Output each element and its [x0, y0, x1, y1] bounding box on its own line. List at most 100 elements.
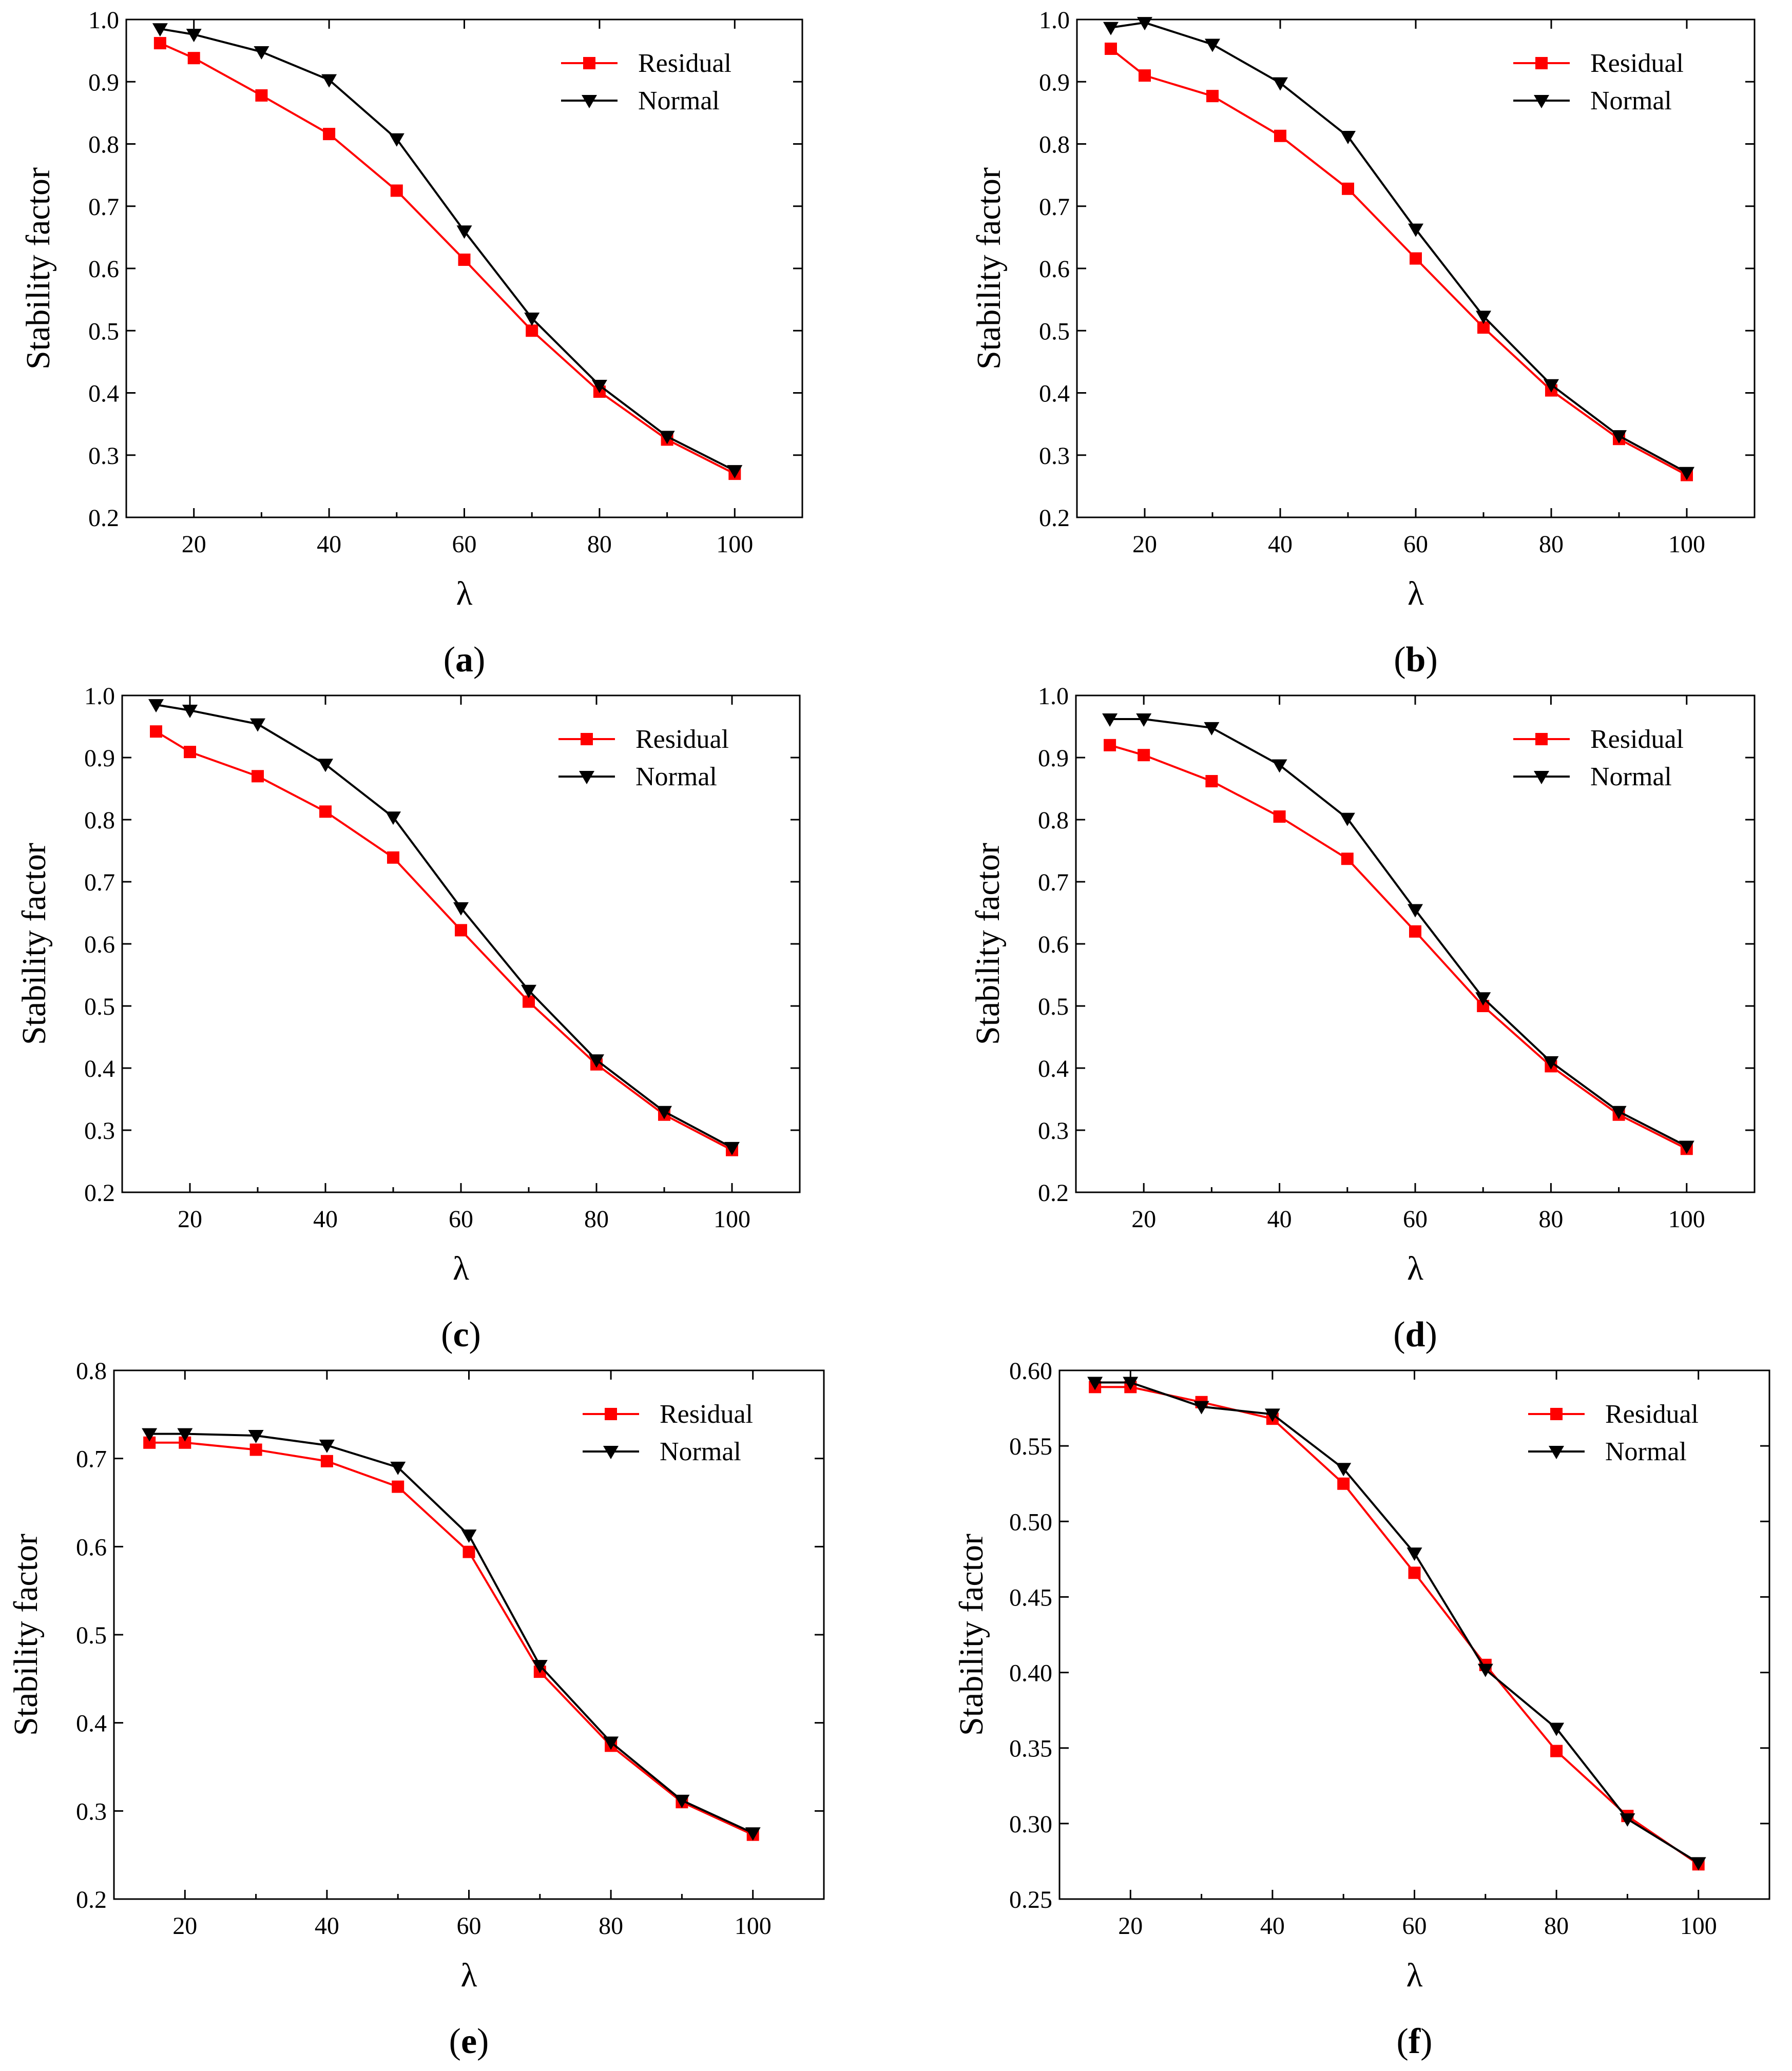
legend-entry-residual: Residual [1513, 725, 1684, 754]
data-point-normal [1611, 1106, 1627, 1119]
y-tick-label: 0.7 [84, 869, 115, 896]
y-tick-label: 0.6 [1038, 931, 1069, 958]
data-point-normal [659, 431, 675, 444]
data-point-residual [1342, 182, 1354, 195]
data-point-normal [319, 1439, 335, 1453]
legend-label: Normal [1590, 86, 1672, 115]
legend-marker-triangle [1534, 771, 1549, 784]
y-tick-label: 0.3 [88, 442, 119, 470]
x-tick-label: 20 [172, 1912, 197, 1940]
y-tick-label: 0.8 [76, 1358, 107, 1385]
data-point-normal [745, 1827, 761, 1841]
data-point-normal [182, 705, 198, 719]
panel-caption-letter: a [455, 640, 473, 680]
y-tick-label: 0.8 [84, 807, 115, 834]
y-axis-title: Stability factor [7, 1534, 45, 1736]
y-tick-label: 0.9 [84, 745, 115, 772]
chart-panel-b: 20 40 60 80 100 0.2 0.3 0.4 0.5 0.6 0.7 0.8 0.9 1.0 λ S… [970, 7, 1756, 680]
data-point-residual [323, 128, 336, 141]
data-point-residual [1410, 252, 1422, 265]
data-point-normal [1549, 1722, 1565, 1736]
y-tick-label: 0.2 [76, 1886, 107, 1913]
x-tick-label: 20 [1132, 531, 1157, 558]
data-point-residual [1550, 1745, 1563, 1757]
x-tick-label: 40 [317, 531, 341, 558]
data-point-normal [1690, 1857, 1706, 1871]
series-line-residual [149, 1441, 754, 1836]
data-point-normal [1406, 1547, 1422, 1561]
data-point-normal [1205, 38, 1220, 52]
y-tick-label: 0.3 [84, 1117, 115, 1145]
panel-caption-letter: f [1409, 2022, 1421, 2061]
data-point-residual [1206, 90, 1219, 103]
data-point-normal [250, 718, 265, 732]
series-line-normal [1110, 718, 1687, 1148]
series-line-normal [156, 704, 733, 1149]
y-tick-label: 0.9 [88, 69, 119, 96]
x-tick-label: 100 [714, 1206, 750, 1233]
data-point-normal [1620, 1813, 1635, 1827]
x-tick-label: 40 [1260, 1912, 1285, 1940]
y-tick-label: 0.4 [88, 380, 119, 408]
data-point-normal [1123, 1377, 1139, 1390]
x-axis-title: λ [1407, 1250, 1423, 1287]
series-normal [1102, 713, 1694, 1154]
data-point-residual [1104, 739, 1116, 751]
data-point-normal [1544, 379, 1559, 393]
legend-marker-triangle [582, 95, 597, 108]
x-tick-label: 60 [1403, 531, 1428, 558]
data-point-residual [458, 254, 471, 266]
y-tick-label: 0.3 [1039, 442, 1070, 470]
data-point-normal [532, 1660, 548, 1674]
data-point-normal [389, 133, 404, 147]
y-tick-label: 0.60 [1009, 1358, 1052, 1385]
y-tick-label: 0.2 [88, 505, 119, 532]
data-point-normal [1102, 713, 1118, 727]
y-tick-label: 0.4 [1038, 1055, 1069, 1082]
legend-marker-triangle [1549, 1446, 1564, 1459]
y-tick-label: 0.8 [1038, 807, 1069, 834]
y-tick-label: 0.5 [84, 993, 115, 1020]
legend-entry-normal: Normal [1528, 1437, 1687, 1466]
data-point-normal [1273, 77, 1288, 91]
data-point-residual [1409, 925, 1421, 938]
data-point-residual [153, 37, 166, 50]
data-point-residual [184, 746, 196, 759]
legend-marker-triangle [1534, 95, 1549, 108]
legend-marker-square [1535, 57, 1548, 69]
series-residual [1104, 739, 1693, 1155]
legend-entry-residual: Residual [561, 49, 731, 78]
y-tick-label: 0.40 [1009, 1660, 1052, 1687]
data-point-residual [1341, 853, 1354, 865]
series-residual [143, 1436, 759, 1841]
y-tick-label: 0.6 [88, 256, 119, 283]
y-tick-label: 0.4 [76, 1710, 107, 1737]
x-tick-label: 80 [1538, 1206, 1563, 1233]
data-point-normal [1477, 1663, 1493, 1677]
x-tick-label: 20 [178, 1206, 202, 1233]
y-axis-title: Stability factor [969, 843, 1007, 1045]
legend-entry-residual: Residual [1513, 49, 1684, 78]
y-tick-label: 0.7 [1039, 193, 1070, 221]
y-axis-title: Stability factor [970, 167, 1008, 370]
data-point-normal [142, 1428, 158, 1442]
x-axis-title: λ [453, 1250, 469, 1287]
x-tick-label: 100 [1668, 531, 1705, 558]
y-tick-label: 0.6 [1039, 256, 1070, 283]
y-tick-label: 0.30 [1009, 1811, 1052, 1838]
y-tick-label: 0.5 [1038, 993, 1069, 1020]
series-line-normal [1095, 1381, 1699, 1864]
data-point-residual [1274, 129, 1286, 142]
y-tick-label: 0.4 [1039, 380, 1070, 408]
y-tick-label: 0.7 [88, 193, 119, 221]
legend-label: Residual [1590, 49, 1684, 78]
x-tick-label: 80 [599, 1912, 623, 1940]
legend-entry-normal: Normal [558, 762, 717, 791]
data-point-residual [1139, 69, 1151, 82]
x-tick-label: 80 [1539, 531, 1564, 558]
x-tick-label: 60 [449, 1206, 473, 1233]
data-point-normal [524, 313, 540, 326]
data-point-residual [1408, 1566, 1421, 1579]
legend-label: Residual [638, 49, 731, 78]
series-residual [153, 37, 741, 480]
